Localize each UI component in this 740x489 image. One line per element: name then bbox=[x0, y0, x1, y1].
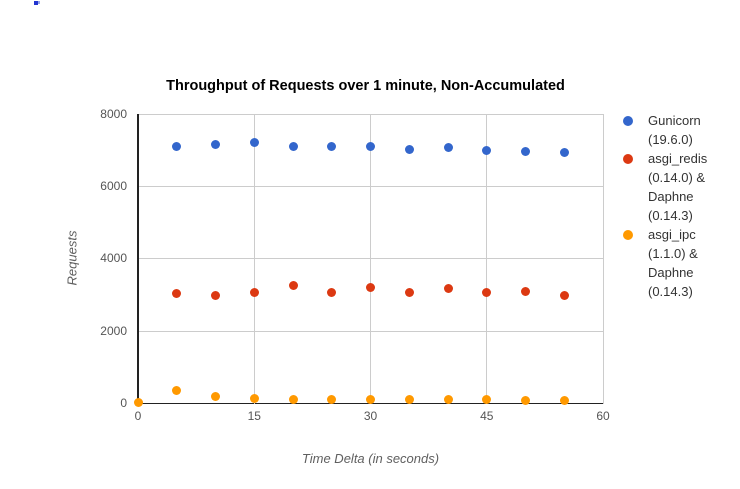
legend-swatch-icon bbox=[623, 153, 633, 164]
data-point bbox=[172, 289, 182, 299]
data-point bbox=[521, 147, 530, 157]
y-tick-label: 6000 bbox=[100, 178, 127, 193]
artifact-dot bbox=[38, 1, 40, 4]
data-point bbox=[327, 287, 337, 297]
data-point bbox=[559, 291, 569, 301]
y-tick-label: 4000 bbox=[100, 251, 127, 266]
data-point bbox=[443, 142, 453, 152]
y-tick-label: 8000 bbox=[100, 106, 127, 121]
artifact-dot bbox=[34, 1, 38, 5]
x-axis-title: Time Delta (in seconds) bbox=[301, 451, 440, 466]
data-point bbox=[559, 395, 569, 405]
data-point bbox=[366, 283, 375, 293]
legend: Gunicorn (19.6.0) asgi_redis (0.14.0) & D… bbox=[621, 111, 739, 301]
data-point bbox=[443, 395, 453, 405]
gridline bbox=[253, 114, 255, 404]
data-point bbox=[327, 395, 337, 405]
data-point bbox=[327, 141, 337, 151]
y-tick-label: 2000 bbox=[100, 323, 127, 338]
data-point bbox=[288, 141, 298, 151]
data-point bbox=[211, 139, 220, 149]
data-point bbox=[559, 148, 569, 158]
data-point bbox=[482, 146, 492, 156]
x-tick-label: 60 bbox=[596, 409, 610, 423]
data-point bbox=[172, 141, 182, 151]
x-tick-label: 0 bbox=[134, 409, 142, 423]
legend-item: asgi_ipc (1.1.0) & Daphne (0.14.3) bbox=[621, 225, 739, 301]
gridline bbox=[602, 114, 604, 404]
chart-title: Throughput of Requests over 1 minute, No… bbox=[166, 78, 565, 94]
legend-item: asgi_redis (0.14.0) & Daphne (0.14.3) bbox=[621, 149, 739, 225]
data-point bbox=[521, 287, 530, 297]
legend-label: asgi_ipc (1.1.0) & Daphne (0.14.3) bbox=[648, 227, 698, 299]
data-point bbox=[133, 398, 143, 408]
data-point bbox=[249, 138, 259, 148]
data-point bbox=[366, 395, 375, 405]
data-point bbox=[211, 392, 220, 402]
data-point bbox=[482, 288, 492, 298]
data-point bbox=[404, 395, 414, 405]
legend-swatch-icon bbox=[623, 229, 633, 240]
x-tick-label: 30 bbox=[363, 409, 378, 423]
data-point bbox=[249, 287, 259, 297]
data-point bbox=[211, 291, 220, 301]
legend-label: asgi_redis (0.14.0) & Daphne (0.14.3) bbox=[648, 151, 708, 223]
legend-label: Gunicorn (19.6.0) bbox=[648, 113, 701, 147]
y-axis-line bbox=[137, 114, 139, 404]
data-point bbox=[366, 142, 375, 152]
gridline bbox=[486, 114, 488, 404]
data-point bbox=[404, 145, 414, 155]
gridline bbox=[370, 114, 371, 404]
data-point bbox=[288, 394, 298, 404]
x-tick-label: 45 bbox=[480, 409, 494, 423]
data-point bbox=[443, 283, 453, 293]
data-point bbox=[172, 385, 182, 395]
data-point bbox=[482, 395, 492, 405]
data-point bbox=[288, 281, 298, 291]
data-point bbox=[249, 393, 259, 403]
data-point bbox=[521, 395, 530, 405]
x-tick-label: 15 bbox=[247, 409, 261, 423]
y-tick-label: 0 bbox=[120, 396, 127, 410]
legend-swatch-icon bbox=[623, 115, 633, 126]
legend-item: Gunicorn (19.6.0) bbox=[621, 111, 739, 149]
data-point bbox=[404, 288, 414, 298]
